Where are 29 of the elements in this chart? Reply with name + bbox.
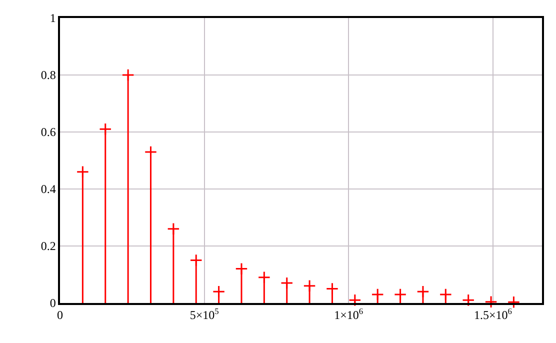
point	[326, 282, 339, 296]
point	[394, 288, 407, 301]
point	[507, 296, 520, 308]
y-tick-label: 0.6	[40, 125, 56, 140]
y-tick-label: 0.8	[40, 68, 56, 82]
point	[122, 68, 134, 82]
y-tick-label: 0	[50, 296, 56, 310]
y-tick-label: 0.4	[40, 182, 56, 196]
x-tick-label: 1×10$^{6}$	[334, 307, 364, 322]
point	[258, 271, 271, 284]
point	[348, 294, 362, 306]
y-tick-label: 1	[50, 11, 56, 26]
point	[99, 122, 112, 136]
x-tick-label: 1.5×10$^{6}$	[474, 307, 512, 322]
y-tick-label: 0.2	[40, 239, 56, 254]
point	[76, 166, 90, 178]
point	[144, 146, 158, 158]
point	[439, 288, 452, 301]
point	[303, 280, 316, 292]
point	[371, 288, 384, 301]
point	[167, 222, 180, 236]
point	[190, 254, 202, 267]
point	[484, 296, 498, 308]
x-tick-label: 5×10$^{5}$	[190, 307, 219, 322]
point	[235, 262, 248, 276]
point	[416, 285, 430, 298]
point	[462, 294, 475, 306]
point	[212, 285, 226, 298]
point	[280, 276, 294, 290]
